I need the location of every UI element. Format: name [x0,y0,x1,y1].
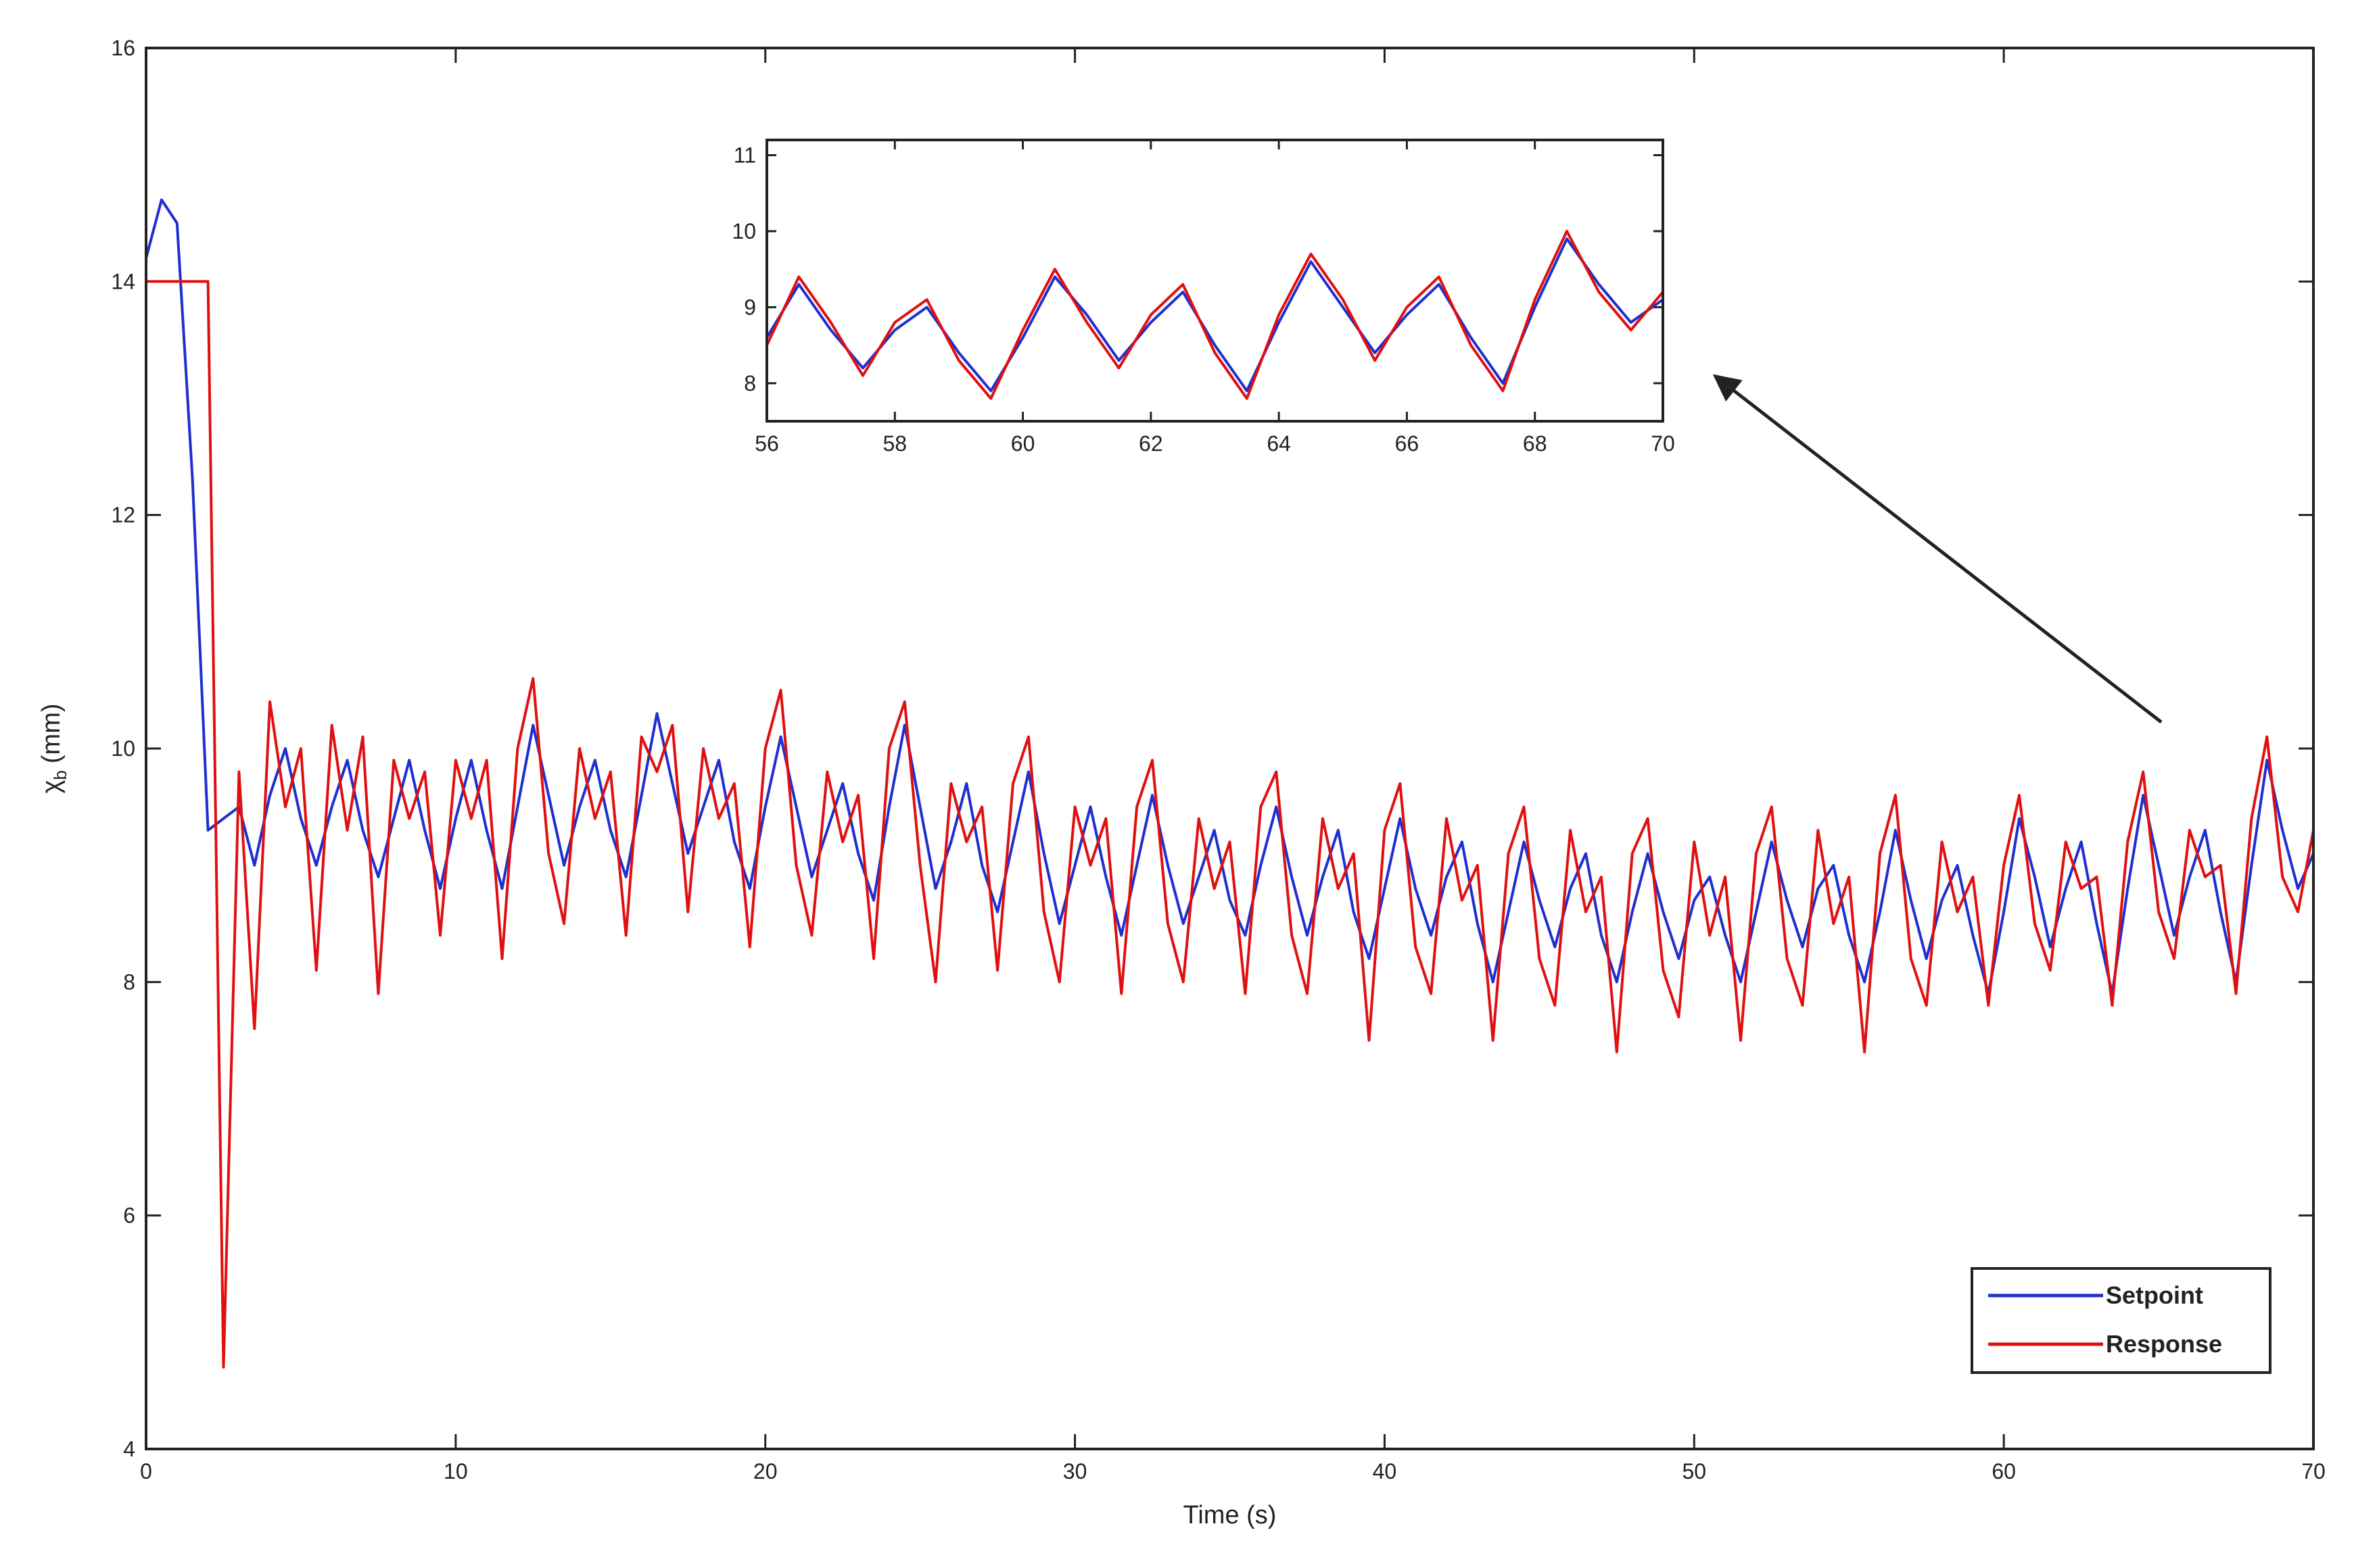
y-tick-label: 8 [123,970,135,994]
x-tick-label: 66 [1395,431,1419,456]
y-tick-label: 8 [744,371,756,396]
plot-area [767,140,1663,421]
series-line [767,229,1663,400]
legend-label: Response [2106,1330,2222,1358]
y-tick-label: 14 [111,269,135,293]
x-tick-label: 60 [1011,431,1035,456]
x-tick-label: 20 [753,1459,778,1483]
y-label-subscript: b [50,770,70,780]
x-tick-label: 56 [755,431,779,456]
y-tick-label: 10 [732,219,756,243]
x-tick-label: 0 [140,1459,152,1483]
x-tick-label: 68 [1523,431,1547,456]
y-tick-label: 10 [111,736,135,761]
y-tick-label: 11 [734,143,756,167]
y-tick-label: 12 [111,503,135,527]
y-label-symbol: χ [37,780,66,794]
axes-frame [766,139,1664,423]
legend-label: Setpoint [2106,1281,2203,1309]
y-tick-label: 6 [123,1204,135,1228]
y-axis-label: χb (mm) [37,703,70,793]
x-tick-label: 10 [444,1459,468,1483]
x-axis-label: Time (s) [1183,1501,1277,1529]
x-tick-label: 62 [1139,431,1163,456]
x-tick-label: 64 [1267,431,1291,456]
axes-frame [145,47,2315,1450]
x-tick-label: 50 [1682,1459,1706,1483]
x-tick-label: 30 [1063,1459,1087,1483]
series-line [146,198,2313,995]
x-tick-label: 60 [1992,1459,2016,1483]
x-tick-label: 58 [882,431,907,456]
x-tick-label: 70 [2301,1459,2326,1483]
x-tick-label: 40 [1373,1459,1397,1483]
x-tick-label: 70 [1651,431,1675,456]
y-tick-label: 16 [111,36,135,60]
y-label-unit: (mm) [37,703,66,763]
series-line [146,280,2313,1369]
legend-box [1971,1267,2271,1374]
y-tick-label: 9 [744,295,756,319]
annotation-arrow [1712,374,2163,723]
y-tick-label: 4 [123,1437,135,1461]
